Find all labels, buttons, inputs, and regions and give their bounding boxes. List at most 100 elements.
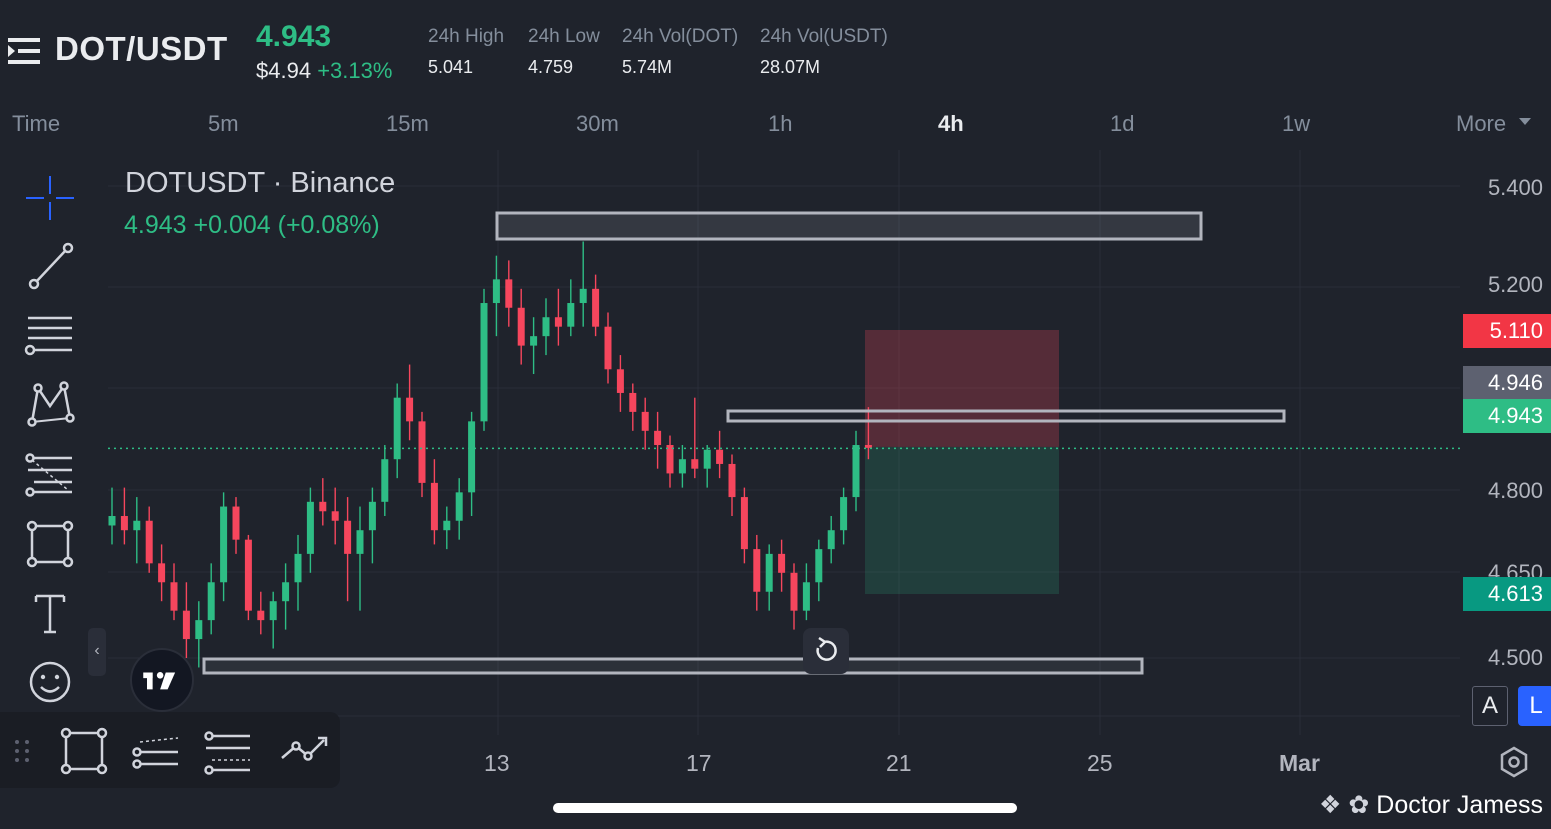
- stat-value-vol-dot: 5.74M: [622, 57, 673, 77]
- candle-body: [678, 459, 686, 474]
- tradingview-logo-icon[interactable]: [130, 648, 194, 712]
- candle-body: [381, 459, 389, 502]
- candle-body: [294, 553, 302, 583]
- candle-body: [133, 520, 141, 531]
- refresh-icon: [816, 636, 837, 661]
- menu-icon[interactable]: [8, 36, 40, 66]
- candle-body: [393, 397, 401, 460]
- candle-body: [430, 482, 438, 531]
- price-axis-label: 4.800: [1487, 478, 1543, 503]
- candle-body: [319, 501, 327, 512]
- candle-body: [840, 497, 848, 531]
- fib-icon[interactable]: [22, 448, 78, 500]
- interval-5m[interactable]: 5m: [208, 111, 239, 136]
- candle-body: [220, 506, 228, 583]
- candle-body: [554, 317, 562, 327]
- rectangle-icon[interactable]: [22, 518, 78, 570]
- emoji-icon[interactable]: [22, 656, 78, 708]
- stat-label-low: 24h Low: [528, 26, 600, 47]
- candle-body: [455, 492, 463, 521]
- candle-body: [604, 326, 612, 370]
- grip-icon[interactable]: [10, 736, 34, 766]
- candle-body: [468, 421, 476, 493]
- chart-overlay: [108, 409, 1462, 450]
- pattern-icon[interactable]: [22, 378, 78, 430]
- candle-body: [740, 497, 748, 550]
- auto-scale-button[interactable]: A: [1472, 686, 1508, 726]
- candle-body: [691, 459, 699, 469]
- candle-body: [765, 553, 773, 592]
- interval-time[interactable]: Time: [12, 111, 61, 136]
- interval-4h[interactable]: 4h: [938, 111, 964, 136]
- trend-line-icon[interactable]: [22, 240, 78, 292]
- parallel-channel-icon[interactable]: [130, 726, 182, 776]
- fib-retracement-icon[interactable]: [202, 726, 254, 776]
- stop-price-tag: 5.110: [1463, 314, 1551, 348]
- time-axis-label: 17: [686, 750, 712, 776]
- stat-label-vol-dot: 24h Vol(DOT): [622, 26, 739, 47]
- last-price: 4.943: [256, 20, 332, 53]
- rectangle-icon[interactable]: [58, 726, 110, 776]
- candle-body: [306, 501, 314, 554]
- log-scale-button[interactable]: L: [1518, 686, 1551, 726]
- stat-value-vol-usdt: 28.07M: [760, 57, 821, 77]
- candle-body: [666, 445, 674, 474]
- interval-15m[interactable]: 15m: [386, 111, 429, 136]
- candle-body: [579, 288, 587, 304]
- candle-body: [790, 572, 798, 611]
- chart-drawings: [202, 211, 1203, 675]
- candle-body: [616, 369, 624, 393]
- candle-body: [282, 582, 290, 602]
- candle-body: [182, 610, 190, 640]
- text-icon[interactable]: [22, 588, 78, 640]
- watermark: ❖ ✿ Doctor Jamess: [1319, 790, 1543, 820]
- settings-icon[interactable]: [1498, 745, 1530, 779]
- target-zone: [865, 446, 1059, 594]
- collapse-toolbar-button[interactable]: ‹: [88, 628, 106, 676]
- candle-body: [492, 279, 500, 304]
- legend-title: DOTUSDT · Binance: [125, 167, 396, 199]
- candle-body: [753, 549, 761, 592]
- horizontal-lines-icon[interactable]: [22, 308, 78, 360]
- stat-label-high: 24h High: [428, 26, 505, 47]
- usd-price-row: $4.94 +3.13%: [256, 58, 392, 84]
- candle-body: [802, 582, 810, 611]
- candle-body: [269, 601, 277, 621]
- legend-values: 4.943 +0.004 (+0.08%): [124, 211, 380, 239]
- candle-body: [170, 582, 178, 611]
- candle-series: [108, 241, 872, 668]
- candle-body: [517, 307, 525, 346]
- reset-view-button[interactable]: [803, 628, 849, 674]
- candle-body: [108, 516, 116, 526]
- entry-level-box: [726, 409, 1286, 423]
- interval-1h[interactable]: 1h: [768, 111, 793, 136]
- price-axis-label: 4.500: [1487, 645, 1543, 670]
- candle-body: [145, 520, 153, 564]
- time-axis-label: Mar: [1279, 750, 1320, 776]
- chevron-down-icon[interactable]: [1519, 118, 1531, 125]
- time-axis-label: 25: [1087, 750, 1113, 776]
- path-icon[interactable]: [276, 726, 332, 776]
- interval-30m[interactable]: 30m: [576, 111, 619, 136]
- candle-body: [654, 430, 662, 446]
- price-axis-label: 5.400: [1487, 175, 1543, 200]
- target-price-tag: 4.613: [1463, 577, 1551, 611]
- watermark-text: Doctor Jamess: [1376, 791, 1543, 819]
- crosshair-icon[interactable]: [22, 172, 78, 224]
- interval-1w[interactable]: 1w: [1282, 111, 1311, 136]
- candle-body: [120, 516, 128, 531]
- change-percent: +3.13%: [317, 58, 393, 83]
- candle-body: [852, 445, 860, 498]
- last-price-tag: 4.943: [1463, 399, 1551, 433]
- interval-1d[interactable]: 1d: [1110, 111, 1135, 136]
- candle-body: [244, 539, 252, 611]
- candle-body: [864, 445, 872, 448]
- pair-title[interactable]: DOT/USDT: [55, 30, 228, 67]
- interval-more[interactable]: More: [1456, 111, 1507, 136]
- candle-body: [703, 449, 711, 469]
- candle-body: [728, 463, 736, 498]
- support-zone: [202, 657, 1144, 675]
- candle-body: [641, 411, 649, 431]
- candlestick-chart[interactable]: [0, 145, 1551, 829]
- resistance-zone: [495, 211, 1203, 241]
